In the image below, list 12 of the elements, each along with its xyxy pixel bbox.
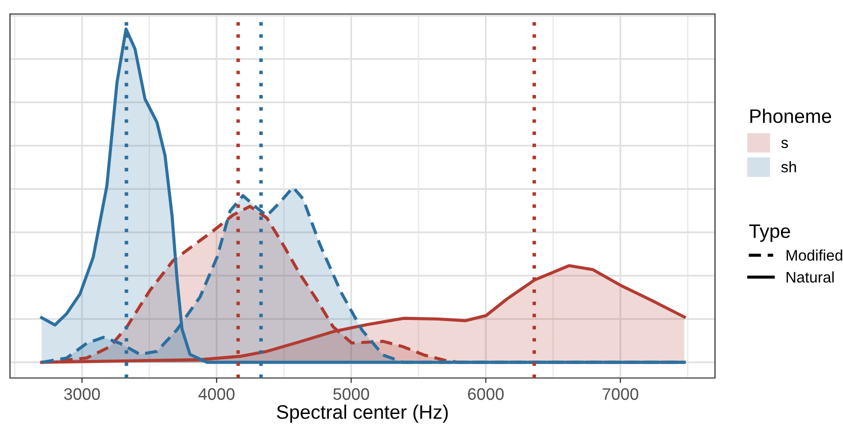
text: Modified <box>786 250 842 261</box>
x-tick-label: 4000 <box>198 388 234 400</box>
x-axis-title: Spectral center (Hz) <box>276 404 448 423</box>
legend-title: Phoneme <box>750 108 832 124</box>
x-tick-label: 5000 <box>333 388 370 400</box>
x-tick-label: 3000 <box>64 388 100 400</box>
x-tick-label: 6000 <box>468 388 504 400</box>
x-tick-label: 7000 <box>602 388 638 400</box>
legend-label: s <box>781 140 788 148</box>
text: Natural <box>786 271 834 283</box>
text: Type <box>749 224 790 242</box>
legend-label: sh <box>781 161 796 172</box>
